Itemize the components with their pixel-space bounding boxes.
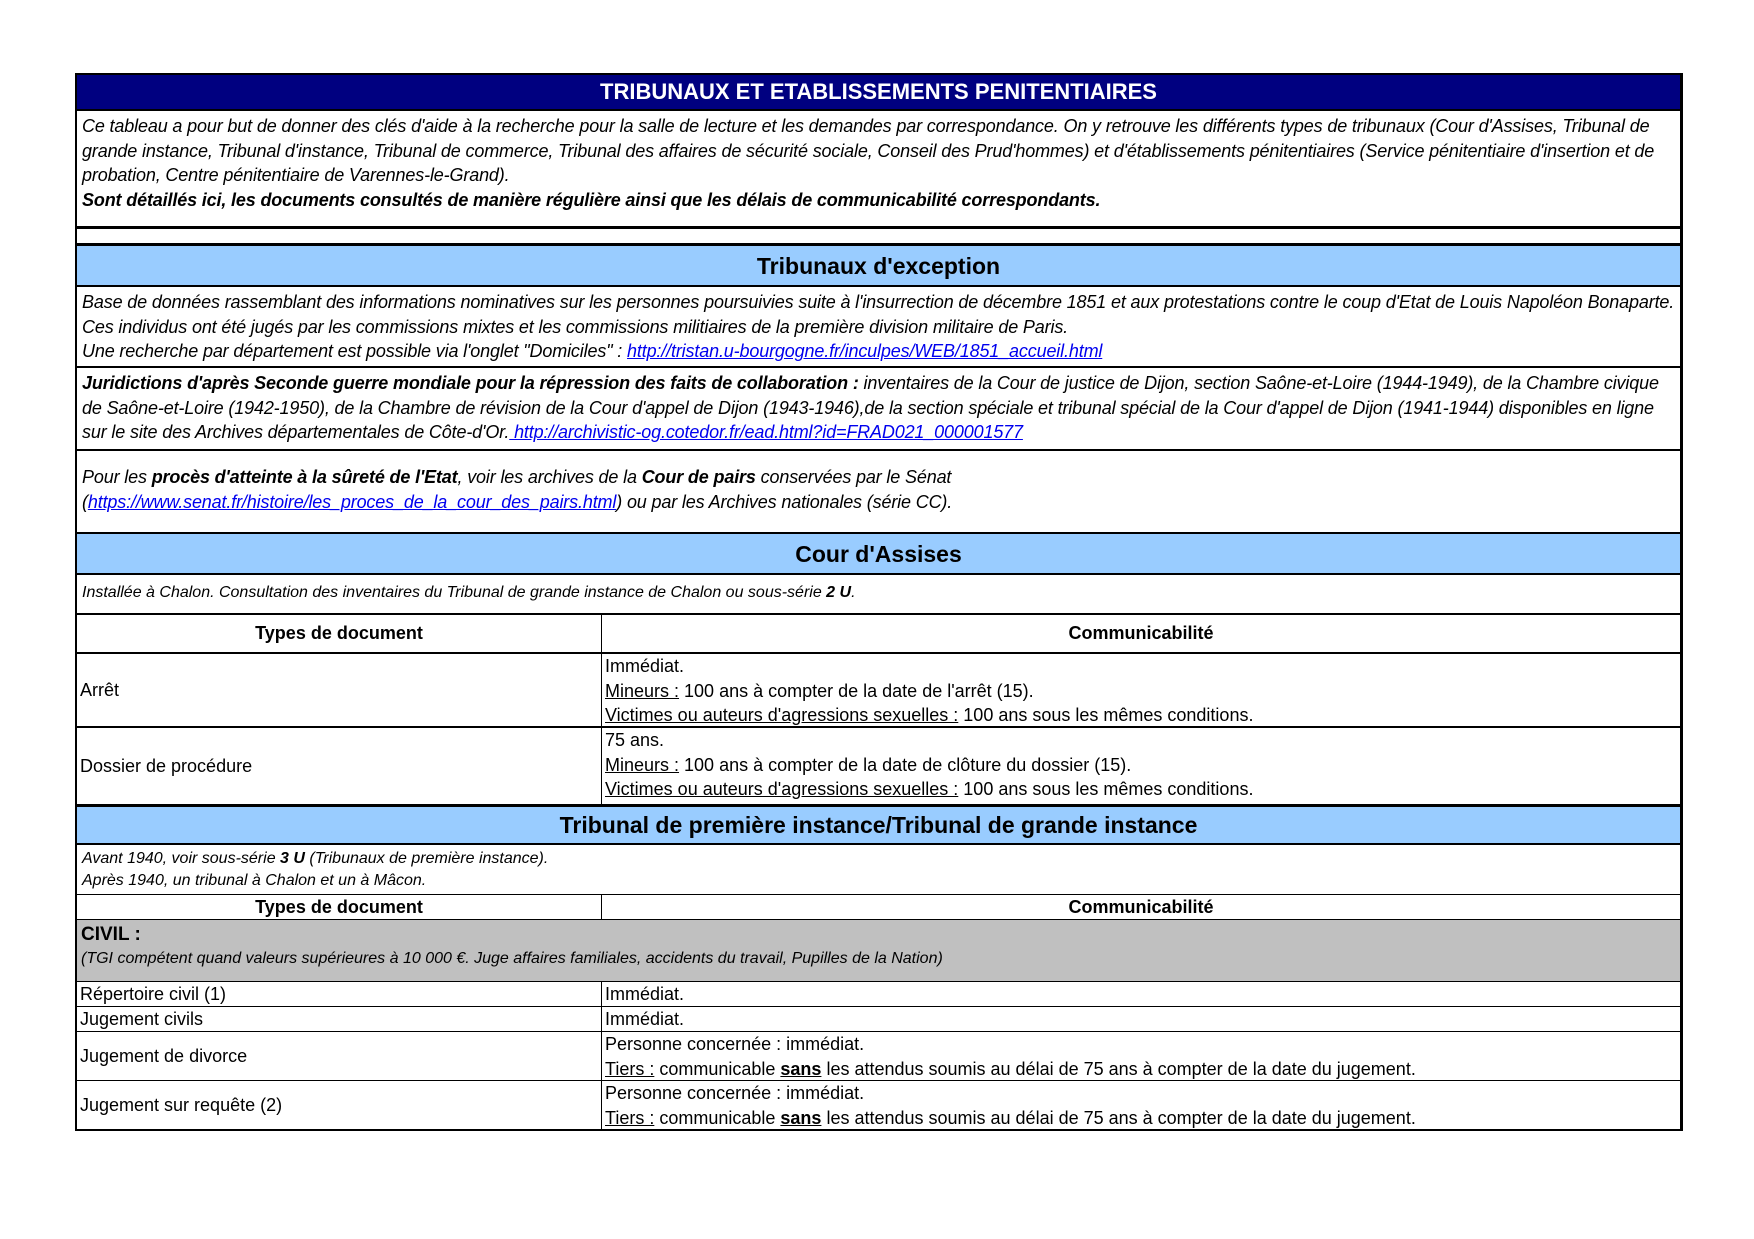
exception-paragraph-2: Juridictions d'après Seconde guerre mond… [77,368,1680,451]
communicabilite: Immédiat. Mineurs : 100 ans à compter de… [602,654,1680,726]
table-row: Jugement de divorce Personne concernée :… [77,1032,1680,1081]
section-heading-assises: Cour d'Assises [77,534,1680,575]
line-1: 75 ans. [605,730,665,750]
document-type: Dossier de procédure [77,728,602,804]
communicabilite: Immédiat. [605,1009,685,1029]
link-tristan[interactable]: http://tristan.u-bourgogne.fr/inculpes/W… [627,341,1103,362]
table-row: Jugement sur requête (2) Personne concer… [77,1081,1680,1129]
line-2a: communicable [654,1107,781,1128]
bold-sans: sans [780,1058,822,1079]
table-row: Dossier de procédure 75 ans. Mineurs : 1… [77,728,1680,807]
tgi-note-2: Après 1940, un tribunal à Chalon et un à… [82,871,427,889]
document-type: Jugement sur requête (2) [77,1081,602,1129]
line-3: 100 ans sous les mêmes conditions. [958,705,1254,725]
tgi-note: Avant 1940, voir sous-série 3 U (Tribuna… [77,845,1680,895]
link-archivistic[interactable]: http://archivistic-og.cotedor.fr/ead.htm… [509,422,1023,443]
document-type: Arrêt [77,654,602,726]
exception-bold-2: Juridictions d'après Seconde guerre mond… [82,373,859,393]
p3-text-f: ) ou par les Archives nationales (série … [616,491,953,512]
line-2b: les attendus soumis au délai de 75 ans à… [821,1058,1416,1079]
tgi-note-1-end: (Tribunaux de première instance). [304,850,549,867]
tgi-note-1: Avant 1940, voir sous-série [82,850,281,867]
line-1: Immédiat. [605,656,685,676]
column-header-communicabilite: Communicabilité [1068,623,1214,644]
table-row: Répertoire civil (1) Immédiat. [77,982,1680,1007]
column-header-communicabilite: Communicabilité [1068,896,1214,917]
label-victimes: Victimes ou auteurs d'agressions sexuell… [605,705,959,725]
column-header-type: Types de document [77,615,602,652]
assises-note-text: Installée à Chalon. Consultation des inv… [82,584,827,601]
label-tiers: Tiers : [605,1107,655,1128]
table-row: Jugement civils Immédiat. [77,1007,1680,1032]
bold-sans: sans [780,1107,822,1128]
label-victimes: Victimes ou auteurs d'agressions sexuell… [605,779,959,799]
p3-text-c: , voir les archives de la [457,467,642,487]
assises-table-header: Types de document Communicabilité [77,615,1680,654]
intro-paragraph: Ce tableau a pour but de donner des clés… [77,111,1680,229]
communicabilite: 75 ans. Mineurs : 100 ans à compter de l… [602,728,1680,804]
line-2: 100 ans à compter de la date de l'arrêt … [679,680,1034,701]
line-1: Personne concernée : immédiat. [605,1083,865,1103]
exception-text-2: inventaires de la Cour de justice de Dij… [82,373,1659,443]
assises-note-bold: 2 U [826,584,852,601]
document-table: TRIBUNAUX ET ETABLISSEMENTS PENITENTIAIR… [75,73,1683,1131]
civil-label: CIVIL : [81,924,141,945]
link-senat[interactable]: https://www.senat.fr/histoire/les_proces… [87,491,617,512]
civil-category-row: CIVIL : (TGI compétent quand valeurs sup… [77,920,1680,982]
line-2b: les attendus soumis au délai de 75 ans à… [821,1107,1416,1128]
tgi-table-header: Types de document Communicabilité [77,895,1680,920]
p3-text-e: ( [82,491,88,512]
p3-text-d: conservées par le Sénat [755,467,952,487]
intro-bold-text: Sont détaillés ici, les documents consul… [82,190,1101,211]
exception-text-1b: Une recherche par département est possib… [82,341,627,362]
line-2a: communicable [654,1058,781,1079]
blank-row [77,229,1680,246]
civil-note: (TGI compétent quand valeurs supérieures… [81,950,943,967]
intro-text: Ce tableau a pour but de donner des clés… [82,116,1655,186]
tgi-note-bold: 3 U [280,850,305,867]
exception-paragraph-1: Base de données rassemblant des informat… [77,287,1680,368]
section-heading-exception: Tribunaux d'exception [77,246,1680,287]
section-heading-tgi: Tribunal de première instance/Tribunal d… [77,807,1680,845]
column-header-type: Types de document [77,895,602,919]
label-mineurs: Mineurs : [605,754,680,775]
line-3: 100 ans sous les mêmes conditions. [958,779,1254,799]
p3-text-a: Pour les [82,467,152,487]
document-type: Répertoire civil (1) [77,982,602,1006]
assises-note-end: . [851,584,856,601]
exception-paragraph-3: Pour les procès d'atteinte à la sûreté d… [77,451,1680,534]
p3-bold-2: Cour de pairs [641,467,756,487]
page-title: TRIBUNAUX ET ETABLISSEMENTS PENITENTIAIR… [77,75,1680,111]
line-1: Personne concernée : immédiat. [605,1034,865,1054]
p3-bold-1: procès d'atteinte à la sûreté de l'Etat [151,467,458,487]
table-row: Arrêt Immédiat. Mineurs : 100 ans à comp… [77,654,1680,728]
label-tiers: Tiers : [605,1058,655,1079]
document-type: Jugement de divorce [77,1032,602,1080]
communicabilite: Personne concernée : immédiat. Tiers : c… [602,1081,1680,1129]
document-type: Jugement civils [77,1007,602,1031]
label-mineurs: Mineurs : [605,680,680,701]
assises-note: Installée à Chalon. Consultation des inv… [77,575,1680,615]
line-2: 100 ans à compter de la date de clôture … [679,754,1132,775]
communicabilite: Personne concernée : immédiat. Tiers : c… [602,1032,1680,1080]
exception-text-1: Base de données rassemblant des informat… [82,292,1675,337]
communicabilite: Immédiat. [605,984,685,1004]
